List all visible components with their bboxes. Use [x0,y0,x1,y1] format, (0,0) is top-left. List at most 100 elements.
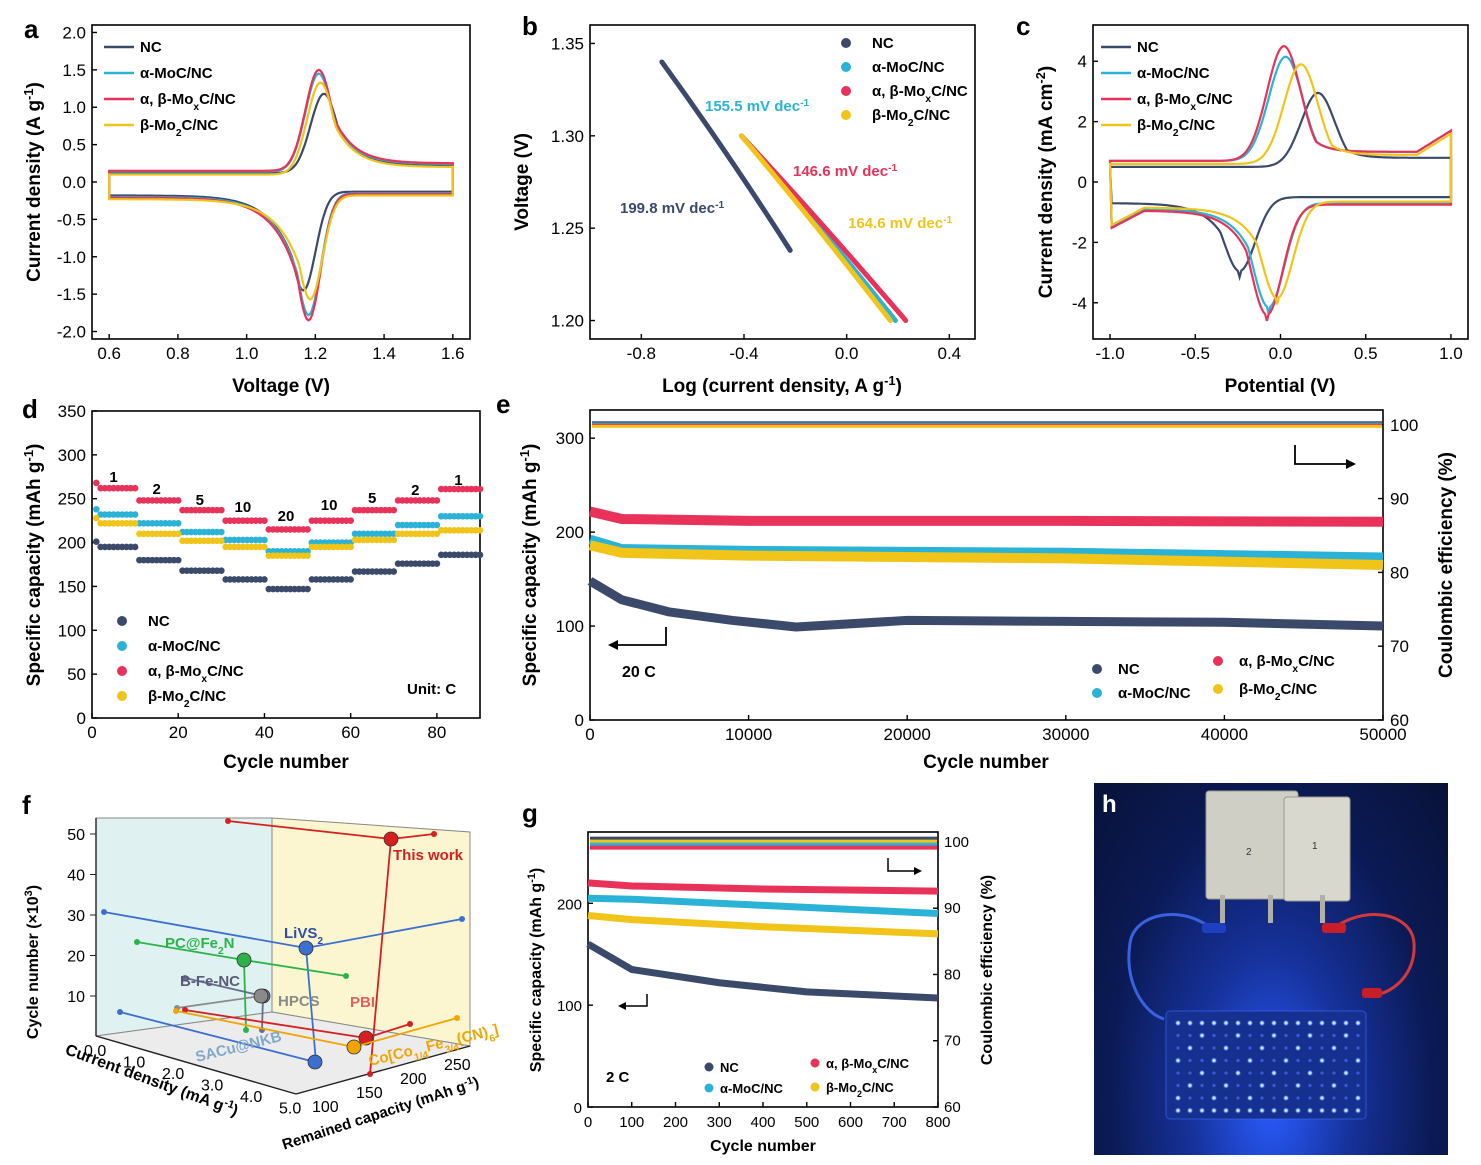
panel-f-ylabel-text: Cycle number (×103) [23,885,42,1039]
panel-e-y2tick-label: 100 [1390,416,1418,435]
panel-f-point [346,1039,362,1055]
panel-f-projection [184,977,264,997]
panel-d-point-0 [261,576,268,583]
led [1248,1046,1252,1050]
led [1188,1058,1192,1063]
panel-d-ytick-label: 50 [67,665,86,684]
panel-b-slope-b-text: 164.6 mV dec-1 [848,215,952,233]
panel-d-xlabel-text: Cycle number [223,752,349,773]
panel-a-legend-label-aMoC: α-MoC/NC [140,65,213,82]
led [1270,1019,1278,1027]
panel-g-legend-label-aMoC-text: α-MoC/NC [720,1081,783,1096]
panel-d-point-3 [390,536,398,544]
panel-b-ytick-label: 1.30 [551,127,584,146]
led [1200,1058,1204,1063]
panel-d-unit-note: Unit: C [407,681,456,698]
panel-a-xtick-label: 0.6 [97,344,121,363]
led [1284,1033,1288,1038]
led [1308,1083,1312,1088]
panel-g-xtick-label: 800 [925,1114,950,1131]
led [1356,1071,1360,1075]
panel-c-series-2 [1108,44,1453,322]
panel-e-legend-label-b-text: β-Mo2C/NC [1239,681,1317,703]
panel-f-ytick-label: 40 [67,868,85,885]
panel-c-legend-label-NC: NC [1137,39,1159,56]
panel-d-ytick-label: 0 [77,709,86,728]
panel-d-point-3 [174,530,182,538]
led [1234,1107,1242,1114]
panel-g-ytick-label: 0 [574,1100,582,1117]
panel-c-ytick-label: -4 [1072,294,1087,313]
panel-e-y2tick-label: 80 [1390,563,1409,582]
led [1188,1033,1192,1038]
panel-label-e: e [496,389,510,419]
panel-g-xtick-label: 0 [584,1114,592,1131]
panel-e-arrowhead-left [608,640,618,650]
panel-d-legend-label-NC-text: NC [148,613,170,630]
panel-b-legend-key-ab [841,86,851,96]
led [1236,1083,1240,1088]
led [1222,1082,1230,1089]
panel-b-legend-label-ab-text: α, β-MoxC/NC [872,83,968,105]
led [1272,1058,1276,1063]
panel-g-xtick-label: 400 [750,1114,775,1131]
panel-g-y2tick-label: 80 [944,966,961,983]
panel-f-projection [184,1009,367,1039]
panel-c-series-3 [1108,63,1453,305]
led [1320,1071,1324,1075]
panel-d-legend-label-ab: α, β-MoxC/NC [148,663,244,685]
panel-g-series-1 [587,894,939,917]
panel-g-y2label-text: Coulombic efficiency (%) [979,875,996,1065]
panel-e-xtick-label: 50000 [1359,725,1406,744]
panel-e-arrow-left [612,627,667,646]
panel-d-point-3 [218,537,225,545]
led-board [1165,1010,1367,1120]
panel-d-legend-label-NC: NC [148,613,170,630]
panel-d-point-3 [131,519,139,527]
panel-b-ytick-label: 1.20 [551,312,584,331]
panel-b-legend-label-aMoC: α-MoC/NC [872,59,945,76]
panel-d-xtick-label: 80 [427,723,446,742]
led [1330,1044,1338,1052]
panel-label-d: d [22,394,38,424]
panel-a-legend-label-aMoC-text: α-MoC/NC [140,65,213,82]
led [1186,1044,1194,1052]
panel-g-arrow-left [622,994,648,1007]
panel-g-series-0 [586,941,939,1002]
panel-f-ylabel: Cycle number (×103) [23,885,42,1039]
panel-b-legend-key-NC [841,38,851,48]
led [1248,1083,1252,1088]
panel-c-xtick-label: -1.0 [1095,344,1124,363]
panel-e-legend-label-b: β-Mo2C/NC [1239,681,1317,703]
panel-b-legend-label-b-text: β-Mo2C/NC [872,107,950,129]
panel-e-y2label: Coulombic efficiency (%) [1436,452,1457,678]
panel-g-series-2 [587,879,939,895]
panel-f-point [307,1054,323,1070]
panel-d-rate-label: 10 [321,497,338,514]
led [1260,1071,1264,1075]
led [1354,1107,1362,1114]
panel-g-legend-label-b-text: β-Mo2C/NC [826,1080,894,1099]
clip-red [1322,923,1346,933]
panel-d-legend-label-b: β-Mo2C/NC [148,688,226,710]
led [1176,1083,1180,1088]
panel-d-point-0 [93,538,100,545]
panel-d-ytick-label: 350 [58,402,86,421]
panel-g-xtick-label: 700 [882,1114,907,1131]
panel-a-ylabel-text: Current density (A g-1) [21,82,46,282]
panel-f-projection-dot [454,1015,460,1021]
panel-d-point-1 [93,505,100,513]
panel-d-legend-key-b [117,691,127,701]
panel-f: 10 20 30 40 50 0.0 1.0 2.0 3.0 4.0 5.0 100 150 200 250 [67,817,471,1118]
led [1294,1019,1302,1027]
panel-f-projection-dot [134,939,140,945]
panel-b-legend-key-b [841,110,851,120]
panel-f-label-1-text: LiVS2 [284,925,323,947]
panel-g-legend-key-aMoC [704,1083,714,1093]
led [1294,1082,1302,1089]
led [1258,1044,1266,1052]
panel-d-point-1 [476,512,484,520]
panel-d-point-0 [131,543,139,551]
panel-d-rate-label: 20 [278,508,295,525]
